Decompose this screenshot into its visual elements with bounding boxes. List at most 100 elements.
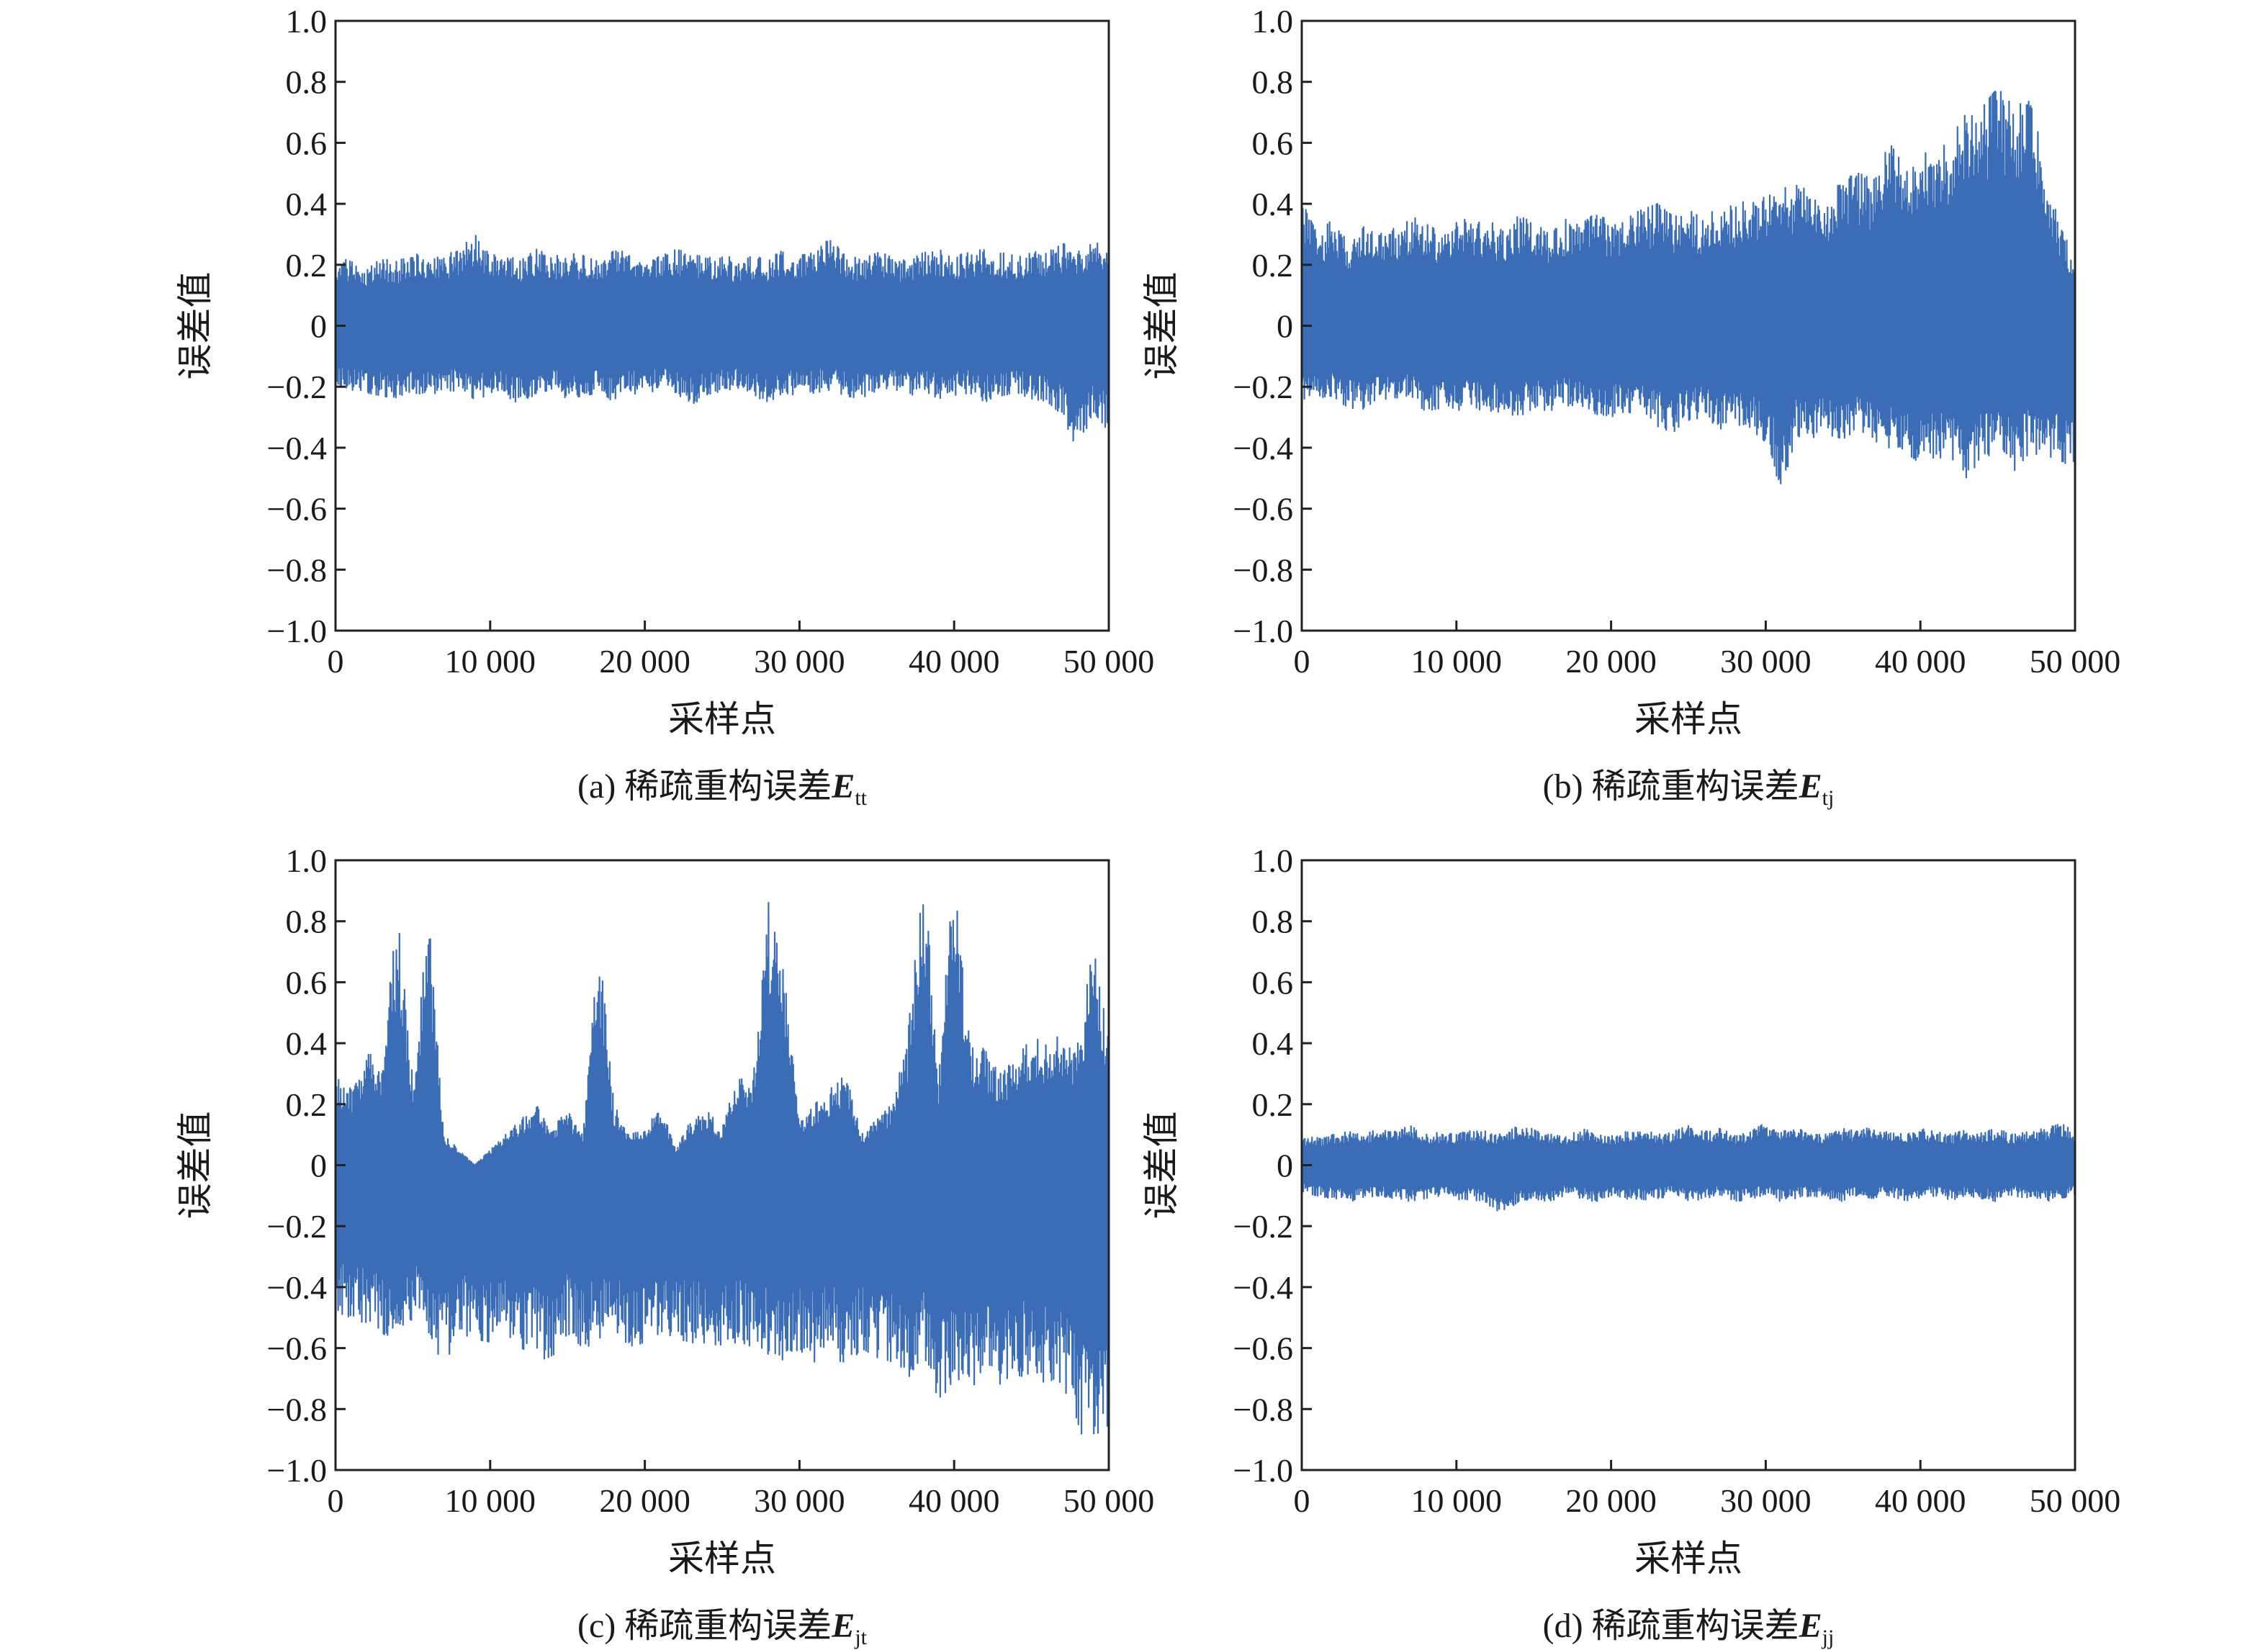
caption-b: (b) 稀疏重构误差Etj xyxy=(1543,767,1835,810)
y-tick-label-c-5: 0 xyxy=(310,1148,327,1184)
x-tick-label-c-4: 40 000 xyxy=(909,1482,1000,1519)
y-tick-label-d-6: −0.2 xyxy=(1233,1208,1293,1245)
y-tick-label-d-10: −1.0 xyxy=(1233,1452,1293,1489)
y-tick-label-c-7: −0.4 xyxy=(267,1269,327,1306)
y-tick-label-c-6: −0.2 xyxy=(267,1208,327,1245)
y-tick-label-d-8: −0.6 xyxy=(1233,1330,1293,1367)
caption-symbol-a: E xyxy=(831,767,855,806)
x-tick-label-b-5: 50 000 xyxy=(2030,643,2121,680)
y-tick-label-c-10: −1.0 xyxy=(267,1452,327,1489)
x-tick-label-d-0: 0 xyxy=(1294,1482,1310,1519)
series-line-c-0 xyxy=(336,901,1109,1435)
x-tick-label-a-1: 10 000 xyxy=(445,643,536,680)
x-tick-label-a-4: 40 000 xyxy=(909,643,1000,680)
x-tick-label-b-4: 40 000 xyxy=(1875,643,1966,680)
chart-panel-a: 1.00.80.60.40.20−0.2−0.4−0.6−0.8−1.00 10 … xyxy=(175,3,1154,810)
x-tick-label-d-2: 20 000 xyxy=(1565,1482,1657,1519)
y-tick-label-b-4: 0.2 xyxy=(1252,247,1294,284)
caption-subscript-d: jj xyxy=(1822,1626,1835,1649)
y-tick-label-b-8: −0.6 xyxy=(1233,491,1293,528)
y-tick-label-b-10: −1.0 xyxy=(1233,613,1293,649)
y-tick-label-d-1: 0.8 xyxy=(1252,903,1294,940)
x-tick-label-a-2: 20 000 xyxy=(599,643,690,680)
y-tick-label-a-0: 1.0 xyxy=(286,3,328,40)
y-tick-label-a-4: 0.2 xyxy=(286,247,328,284)
y-tick-label-a-5: 0 xyxy=(310,308,327,345)
x-tick-label-a-5: 50 000 xyxy=(1063,643,1155,680)
x-tick-label-c-0: 0 xyxy=(328,1482,344,1519)
series-line-d-0 xyxy=(1302,1124,2075,1212)
y-tick-label-b-7: −0.4 xyxy=(1233,430,1293,466)
caption-prefix-a: (a) 稀疏重构误差 xyxy=(577,767,832,806)
y-axis-title-d: 误差值 xyxy=(1141,1112,1182,1220)
y-tick-label-a-8: −0.6 xyxy=(267,491,327,528)
y-tick-label-c-4: 0.2 xyxy=(286,1086,328,1123)
series-line-b-0 xyxy=(1302,91,2075,484)
y-tick-label-b-2: 0.6 xyxy=(1252,125,1294,161)
x-tick-label-b-3: 30 000 xyxy=(1720,643,1812,680)
y-tick-label-c-0: 1.0 xyxy=(286,842,328,879)
caption-a: (a) 稀疏重构误差Ett xyxy=(577,767,868,810)
x-axis-title-b: 采样点 xyxy=(1634,699,1742,739)
x-tick-label-c-5: 50 000 xyxy=(1063,1482,1155,1519)
y-tick-label-d-5: 0 xyxy=(1277,1148,1293,1184)
x-tick-label-c-2: 20 000 xyxy=(599,1482,690,1519)
caption-subscript-a: tt xyxy=(855,786,867,810)
chart-panel-d: 1.00.80.60.40.20−0.2−0.4−0.6−0.8−1.00 10 … xyxy=(1141,842,2120,1649)
chart-panel-c: 1.00.80.60.40.20−0.2−0.4−0.6−0.8−1.00 10 … xyxy=(175,842,1154,1649)
x-axis-title-a: 采样点 xyxy=(668,699,776,739)
y-axis-title-a: 误差值 xyxy=(175,272,215,380)
y-tick-label-d-2: 0.6 xyxy=(1252,964,1294,1001)
caption-symbol-c: E xyxy=(831,1607,855,1645)
x-axis-title-c: 采样点 xyxy=(668,1538,776,1579)
x-tick-label-d-3: 30 000 xyxy=(1720,1482,1812,1519)
x-tick-label-d-4: 40 000 xyxy=(1875,1482,1966,1519)
y-tick-label-a-3: 0.4 xyxy=(286,186,328,222)
caption-prefix-b: (b) 稀疏重构误差 xyxy=(1543,767,1799,806)
y-tick-label-c-3: 0.4 xyxy=(286,1025,328,1062)
y-tick-label-c-2: 0.6 xyxy=(286,964,328,1001)
y-tick-label-c-1: 0.8 xyxy=(286,903,328,940)
x-tick-label-d-1: 10 000 xyxy=(1411,1482,1503,1519)
y-tick-label-a-9: −0.8 xyxy=(267,551,327,588)
y-tick-label-d-3: 0.4 xyxy=(1252,1025,1294,1062)
caption-prefix-c: (c) 稀疏重构误差 xyxy=(577,1607,832,1645)
x-tick-label-a-3: 30 000 xyxy=(754,643,845,680)
y-tick-label-d-4: 0.2 xyxy=(1252,1086,1294,1123)
caption-d: (d) 稀疏重构误差Ejj xyxy=(1543,1607,1835,1649)
y-tick-label-a-6: −0.2 xyxy=(267,369,327,405)
y-tick-label-b-3: 0.4 xyxy=(1252,186,1294,222)
y-tick-label-b-1: 0.8 xyxy=(1252,64,1294,101)
y-tick-label-a-2: 0.6 xyxy=(286,125,328,161)
y-tick-label-d-7: −0.4 xyxy=(1233,1269,1293,1306)
y-tick-label-a-7: −0.4 xyxy=(267,430,327,466)
y-tick-label-d-0: 1.0 xyxy=(1252,842,1294,879)
y-tick-label-a-1: 0.8 xyxy=(286,64,328,101)
y-tick-label-d-9: −0.8 xyxy=(1233,1391,1293,1428)
y-axis-title-b: 误差值 xyxy=(1141,272,1182,380)
x-tick-label-c-3: 30 000 xyxy=(754,1482,845,1519)
y-tick-label-b-0: 1.0 xyxy=(1252,3,1294,40)
x-tick-label-d-5: 50 000 xyxy=(2030,1482,2121,1519)
caption-symbol-d: E xyxy=(1799,1607,1822,1645)
x-axis-title-d: 采样点 xyxy=(1634,1538,1742,1579)
x-tick-label-a-0: 0 xyxy=(328,643,344,680)
chart-panel-b: 1.00.80.60.40.20−0.2−0.4−0.6−0.8−1.00 10 … xyxy=(1141,3,2120,810)
caption-subscript-c: jt xyxy=(854,1626,867,1649)
y-axis-title-c: 误差值 xyxy=(175,1112,215,1220)
y-tick-label-b-5: 0 xyxy=(1277,308,1293,345)
caption-c: (c) 稀疏重构误差Ejt xyxy=(577,1607,868,1649)
series-line-a-0 xyxy=(336,235,1109,442)
x-tick-label-c-1: 10 000 xyxy=(445,1482,536,1519)
x-tick-label-b-2: 20 000 xyxy=(1565,643,1657,680)
caption-prefix-d: (d) 稀疏重构误差 xyxy=(1543,1607,1799,1645)
caption-subscript-b: tj xyxy=(1822,786,1835,810)
x-tick-label-b-0: 0 xyxy=(1294,643,1310,680)
y-tick-label-c-8: −0.6 xyxy=(267,1330,327,1367)
y-tick-label-b-9: −0.8 xyxy=(1233,551,1293,588)
caption-symbol-b: E xyxy=(1799,767,1822,806)
x-tick-label-b-1: 10 000 xyxy=(1411,643,1503,680)
y-tick-label-a-10: −1.0 xyxy=(267,613,327,649)
y-tick-label-c-9: −0.8 xyxy=(267,1391,327,1428)
